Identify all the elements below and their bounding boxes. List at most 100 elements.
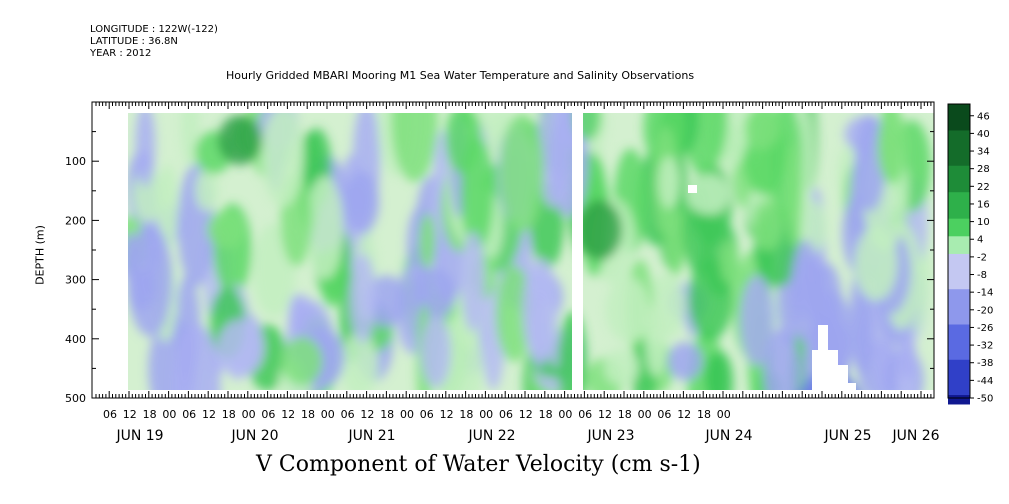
field-cell <box>707 351 734 390</box>
field-cell <box>349 253 377 343</box>
colorbar-band <box>948 395 970 405</box>
no-data-left <box>93 103 128 397</box>
x-hour-label: 06 <box>182 408 196 421</box>
colorbar-band <box>948 342 970 352</box>
y-tick-label: 300 <box>65 274 86 287</box>
colorbar-band <box>948 174 970 184</box>
x-hour-label: 18 <box>539 408 553 421</box>
colorbar-label: -44 <box>977 376 993 387</box>
field-cell <box>877 113 908 185</box>
colorbar-label: 4 <box>977 235 983 246</box>
variable-title: V Component of Water Velocity (cm s-1) <box>256 452 701 477</box>
x-hour-label: 00 <box>717 408 731 421</box>
x-day-label: JUN 22 <box>467 428 515 444</box>
colorbar-label: 10 <box>977 217 990 228</box>
x-hour-label: 00 <box>400 408 414 421</box>
colorbar-label: 40 <box>977 129 990 140</box>
colorbar-band <box>948 333 970 343</box>
colorbar-band <box>948 139 970 149</box>
colorbar-band <box>948 359 970 370</box>
heatmap-field <box>128 113 934 390</box>
no-data-gap <box>572 103 583 397</box>
x-day-label: JUN 25 <box>823 428 871 444</box>
colorbar-band <box>948 148 970 158</box>
field-cell <box>343 171 380 234</box>
field-cell <box>605 277 651 343</box>
x-hour-label: 00 <box>638 408 652 421</box>
x-hour-label: 06 <box>499 408 513 421</box>
colorbar-band <box>948 271 970 281</box>
field-cell <box>688 257 733 341</box>
colorbar-band <box>948 245 970 255</box>
colorbar-band <box>948 218 970 229</box>
colorbar-band <box>948 368 970 379</box>
colorbar-frame <box>947 103 971 399</box>
x-hour-label: 00 <box>162 408 176 421</box>
x-day-label: JUN 20 <box>230 428 278 444</box>
field-cell <box>578 200 622 260</box>
colorbar-label: -20 <box>977 305 993 316</box>
no-data-block <box>812 325 856 390</box>
field-cell <box>752 200 783 251</box>
colorbar-band <box>948 201 970 211</box>
field-cell <box>340 332 379 390</box>
field-cell <box>218 115 262 165</box>
colorbar-band <box>948 192 970 202</box>
colorbar-band <box>948 315 970 326</box>
colorbar-band <box>948 377 970 387</box>
field-cell <box>411 267 456 322</box>
x-day-label: JUN 21 <box>347 428 395 444</box>
x-day-label: JUN 23 <box>586 428 634 444</box>
colorbar-label: 34 <box>977 147 990 158</box>
colorbar-band <box>948 253 970 264</box>
field-cell <box>658 155 680 209</box>
x-hour-label: 06 <box>261 408 275 421</box>
field-cell <box>763 328 801 390</box>
field-cell <box>305 175 344 280</box>
latitude-label: LATITUDE : 36.8N <box>90 36 178 47</box>
field-cell <box>854 225 898 301</box>
field-cell <box>418 213 436 268</box>
field-cell <box>522 257 559 362</box>
colorbar: 46 40 34 28 22 16 10 4 -2 -8 -14 -20 -26 -32 -38 -44 -50 <box>947 103 993 405</box>
x-hour-label: 06 <box>578 408 592 421</box>
x-hour-label: 06 <box>657 408 671 421</box>
colorbar-band <box>948 306 970 317</box>
field-cell <box>499 113 544 233</box>
field-cell <box>667 342 703 381</box>
colorbar-band <box>948 130 970 140</box>
longitude-label: LONGITUDE : 122W(-122) <box>90 24 218 35</box>
colorbar-label: 28 <box>977 164 990 175</box>
x-hour-label: 12 <box>598 408 612 421</box>
x-hour-label: 00 <box>242 408 256 421</box>
x-day-label: JUN 19 <box>115 428 163 444</box>
field-cell <box>790 240 821 344</box>
chart-title: Hourly Gridded MBARI Mooring M1 Sea Wate… <box>226 69 695 82</box>
colorbar-band <box>948 236 970 246</box>
x-hour-label: 06 <box>420 408 434 421</box>
x-hour-label: 12 <box>519 408 533 421</box>
x-day-label: JUN 24 <box>704 428 752 444</box>
x-hour-label: 00 <box>321 408 335 421</box>
y-tick-label: 500 <box>65 392 86 405</box>
colorbar-band <box>948 280 970 290</box>
colorbar-band <box>948 262 970 273</box>
colorbar-band <box>948 298 970 308</box>
colorbar-label: -2 <box>977 252 987 263</box>
x-hour-label: 12 <box>281 408 295 421</box>
field-cell <box>720 240 739 285</box>
field-cell <box>495 265 533 362</box>
colorbar-band <box>948 289 970 299</box>
field-cell <box>172 324 221 390</box>
no-data-spot <box>688 185 697 193</box>
x-hour-label: 00 <box>479 408 493 421</box>
field-cell <box>603 348 640 386</box>
colorbar-band <box>948 350 970 361</box>
colorbar-band <box>948 121 970 132</box>
x-hour-label: 12 <box>440 408 454 421</box>
colorbar-band <box>948 165 970 176</box>
x-hour-label: 18 <box>143 408 157 421</box>
x-hour-label: 18 <box>697 408 711 421</box>
field-cell <box>195 167 219 212</box>
